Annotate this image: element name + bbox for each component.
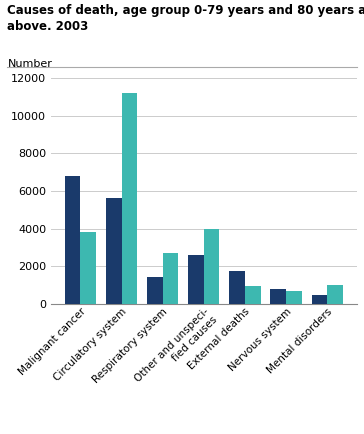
Bar [163, 253, 178, 304]
Text: Causes of death, age group 0-79 years and 80 years and
above. 2003: Causes of death, age group 0-79 years an… [7, 4, 364, 33]
Bar [122, 93, 137, 304]
Bar [245, 286, 261, 304]
Bar [147, 277, 163, 304]
Bar [204, 229, 219, 304]
Bar [312, 296, 327, 304]
Bar [270, 289, 286, 304]
Text: Number: Number [8, 59, 53, 69]
Bar [80, 232, 96, 304]
Bar [229, 271, 245, 304]
Bar [327, 285, 343, 304]
Bar [65, 176, 80, 304]
Bar [188, 255, 204, 304]
Bar [106, 198, 122, 304]
Bar [286, 291, 302, 304]
